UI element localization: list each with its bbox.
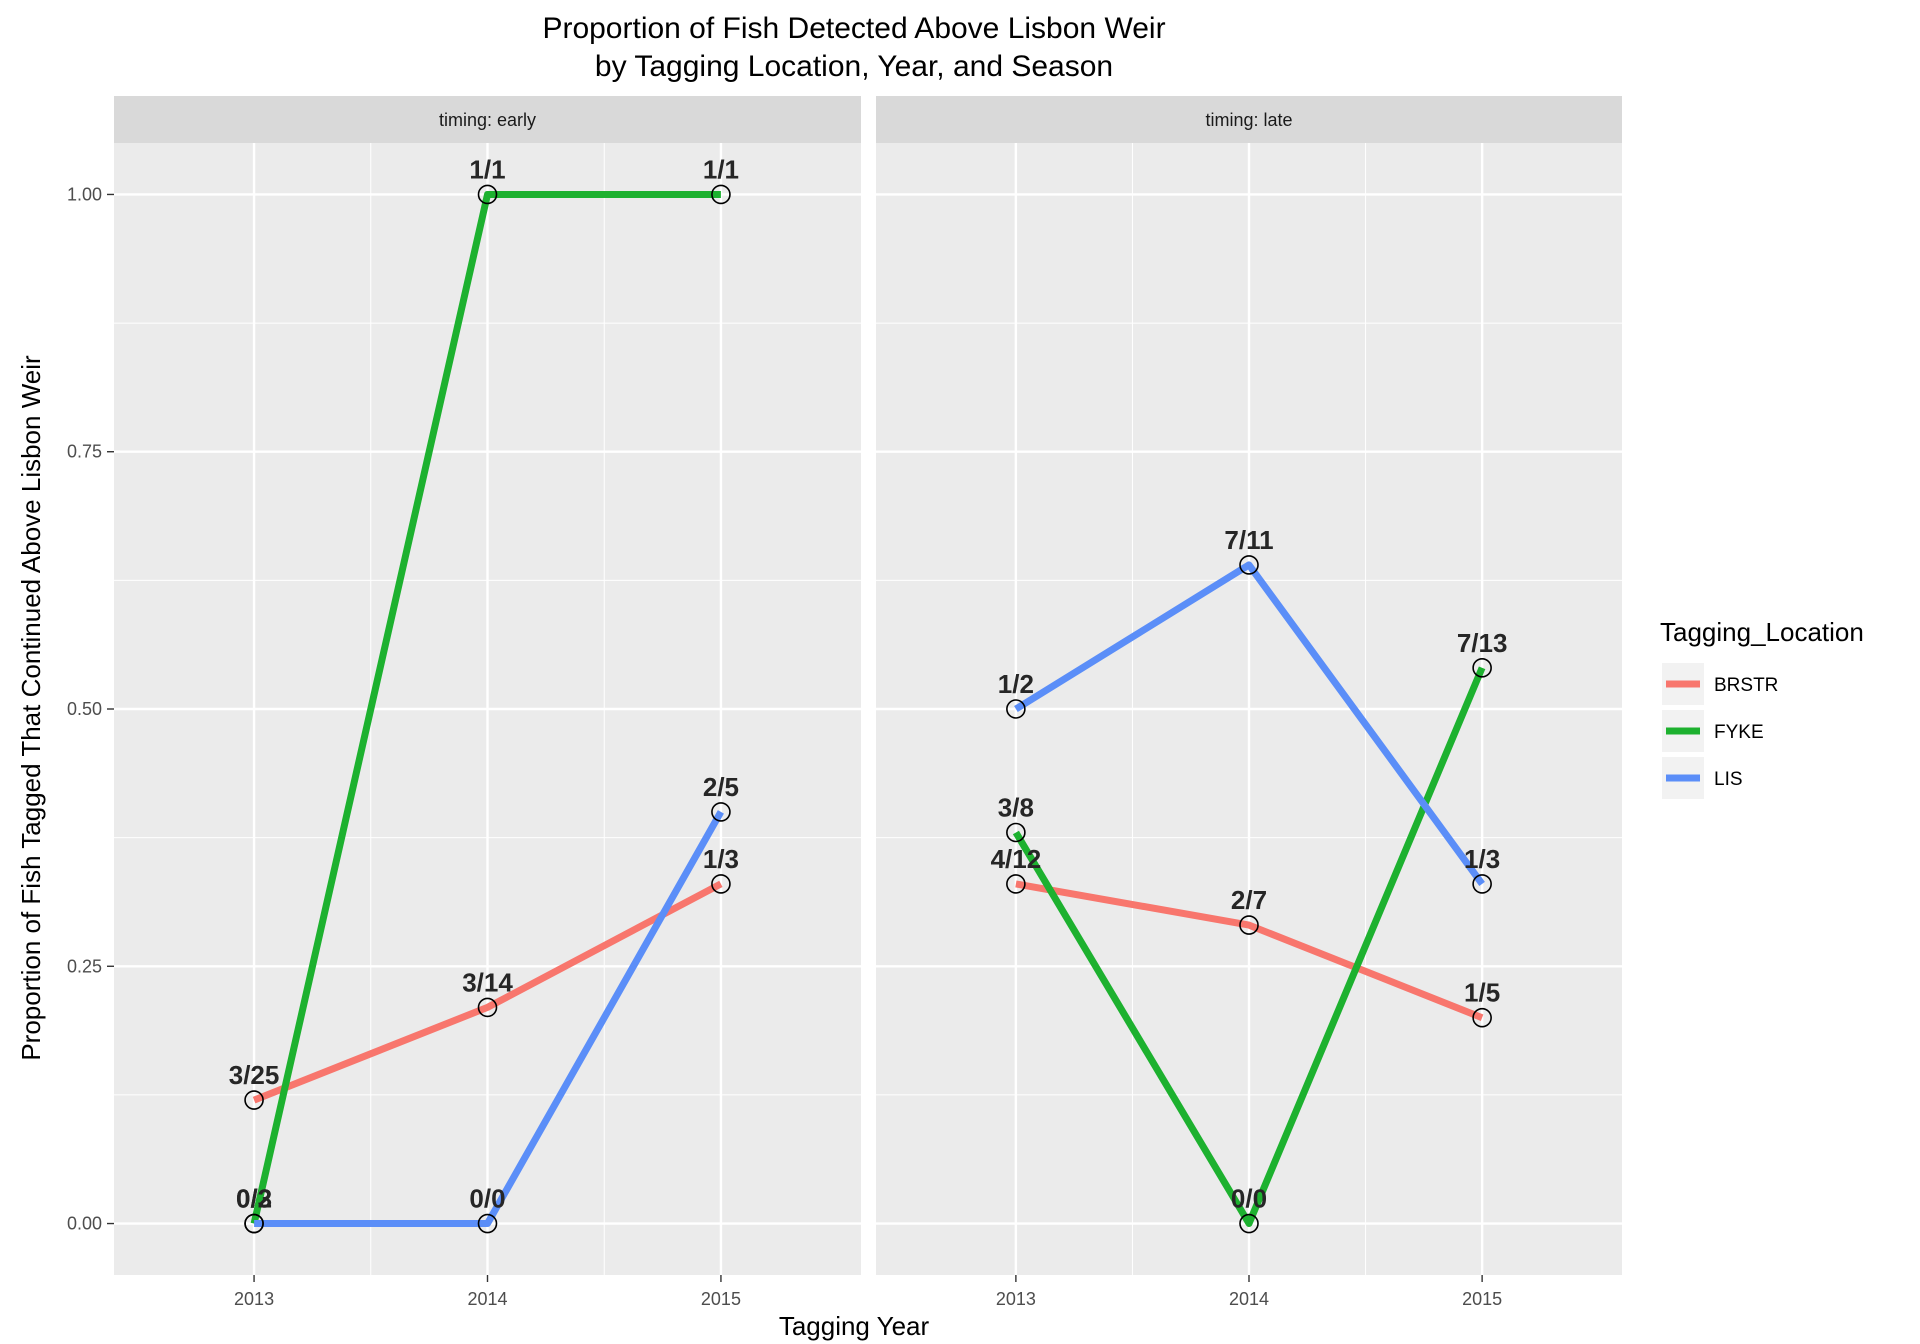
panel-strip — [114, 96, 861, 143]
data-label: 1/1 — [703, 154, 739, 184]
x-tick-label: 2014 — [1229, 1289, 1269, 1309]
data-point — [477, 997, 498, 1018]
panels: timing: early 3/25 3/14 1/3 0/3 1/1 1/1 0/2 0/0 2… — [114, 96, 1622, 1275]
data-point — [1239, 915, 1259, 935]
data-label: 7/11 — [1224, 525, 1273, 555]
data-label: 1/5 — [1464, 978, 1500, 1008]
x-tick-label: 2013 — [996, 1289, 1036, 1309]
data-label: 4/12 — [991, 844, 1042, 874]
data-label: 3/8 — [998, 792, 1034, 822]
x-tick-label: 2015 — [1462, 1289, 1502, 1309]
series-line-fyke — [250, 191, 721, 1225]
data-label: 0/0 — [469, 1184, 505, 1214]
panel-strip-label: timing: late — [1205, 110, 1292, 130]
data-point — [1006, 874, 1026, 894]
data-point — [244, 1090, 264, 1110]
chart-title: Proportion of Fish Detected Above Lisbon… — [542, 12, 1165, 45]
x-tick-label: 2015 — [701, 1289, 741, 1309]
panel-1: timing: early 3/25 3/14 1/3 0/3 1/1 1/1 0/2 0/0 2… — [114, 96, 861, 1275]
data-label: 3/25 — [229, 1060, 280, 1090]
panel-2: timing: late 4/12 2/7 1/5 3/8 0/0 7/13 1/2 7/11 1… — [876, 96, 1622, 1275]
legend-title: Tagging_Location — [1660, 617, 1864, 647]
series-line-fyke — [1012, 666, 1486, 1227]
data-point — [244, 1213, 264, 1234]
data-point — [1472, 658, 1492, 678]
x-tick-label: 2013 — [234, 1289, 274, 1309]
data-point — [711, 874, 731, 894]
panel-strip — [876, 96, 1622, 143]
data-point — [711, 184, 731, 205]
data-point — [477, 1213, 498, 1234]
data-point — [1006, 699, 1026, 719]
data-point — [477, 184, 498, 205]
legend: Tagging_Location BRSTR FYKE LIS — [1660, 617, 1864, 799]
data-label: 7/13 — [1457, 628, 1508, 658]
y-tick-label: 0.50 — [67, 699, 102, 719]
data-label: 0/0 — [1231, 1184, 1267, 1214]
y-tick-label: 1.00 — [67, 184, 102, 204]
data-point — [711, 802, 731, 822]
series-line-brstr — [252, 880, 723, 1104]
data-point — [1472, 874, 1492, 894]
y-tick-label: 0.25 — [67, 956, 102, 976]
y-axis-title: Proportion of Fish Tagged That Continued… — [16, 355, 46, 1061]
y-tick-label: 0.75 — [67, 442, 102, 462]
data-label: 0/2 — [236, 1184, 272, 1214]
x-axis-title: Tagging Year — [779, 1311, 930, 1341]
legend-label: BRSTR — [1714, 675, 1778, 696]
data-point — [1006, 822, 1026, 843]
data-label: 2/7 — [1231, 885, 1267, 915]
data-label: 0/3 — [236, 1184, 272, 1214]
series-line-lis — [1014, 561, 1485, 886]
data-label: 1/2 — [998, 669, 1034, 699]
data-point — [1472, 1007, 1492, 1028]
legend-label: FYKE — [1714, 722, 1764, 743]
data-point — [1239, 1213, 1259, 1234]
axes: 2013 2014 2015 2013 2014 2015 0.00 0.25 0.50 0.75… — [67, 184, 1502, 1309]
series-line-lis — [254, 810, 724, 1227]
legend-label: LIS — [1714, 769, 1743, 790]
data-point — [1239, 555, 1259, 575]
data-label: 1/1 — [469, 154, 505, 184]
data-label: 1/3 — [1464, 844, 1500, 874]
data-label: 1/3 — [703, 844, 739, 874]
x-tick-label: 2014 — [467, 1289, 507, 1309]
series-line-brstr — [1015, 880, 1484, 1021]
panel-strip-label: timing: early — [439, 110, 536, 130]
data-label: 3/14 — [462, 967, 513, 997]
chart-subtitle: by Tagging Location, Year, and Season — [595, 50, 1113, 83]
y-tick-label: 0.00 — [67, 1214, 102, 1234]
data-label: 2/5 — [703, 772, 739, 802]
